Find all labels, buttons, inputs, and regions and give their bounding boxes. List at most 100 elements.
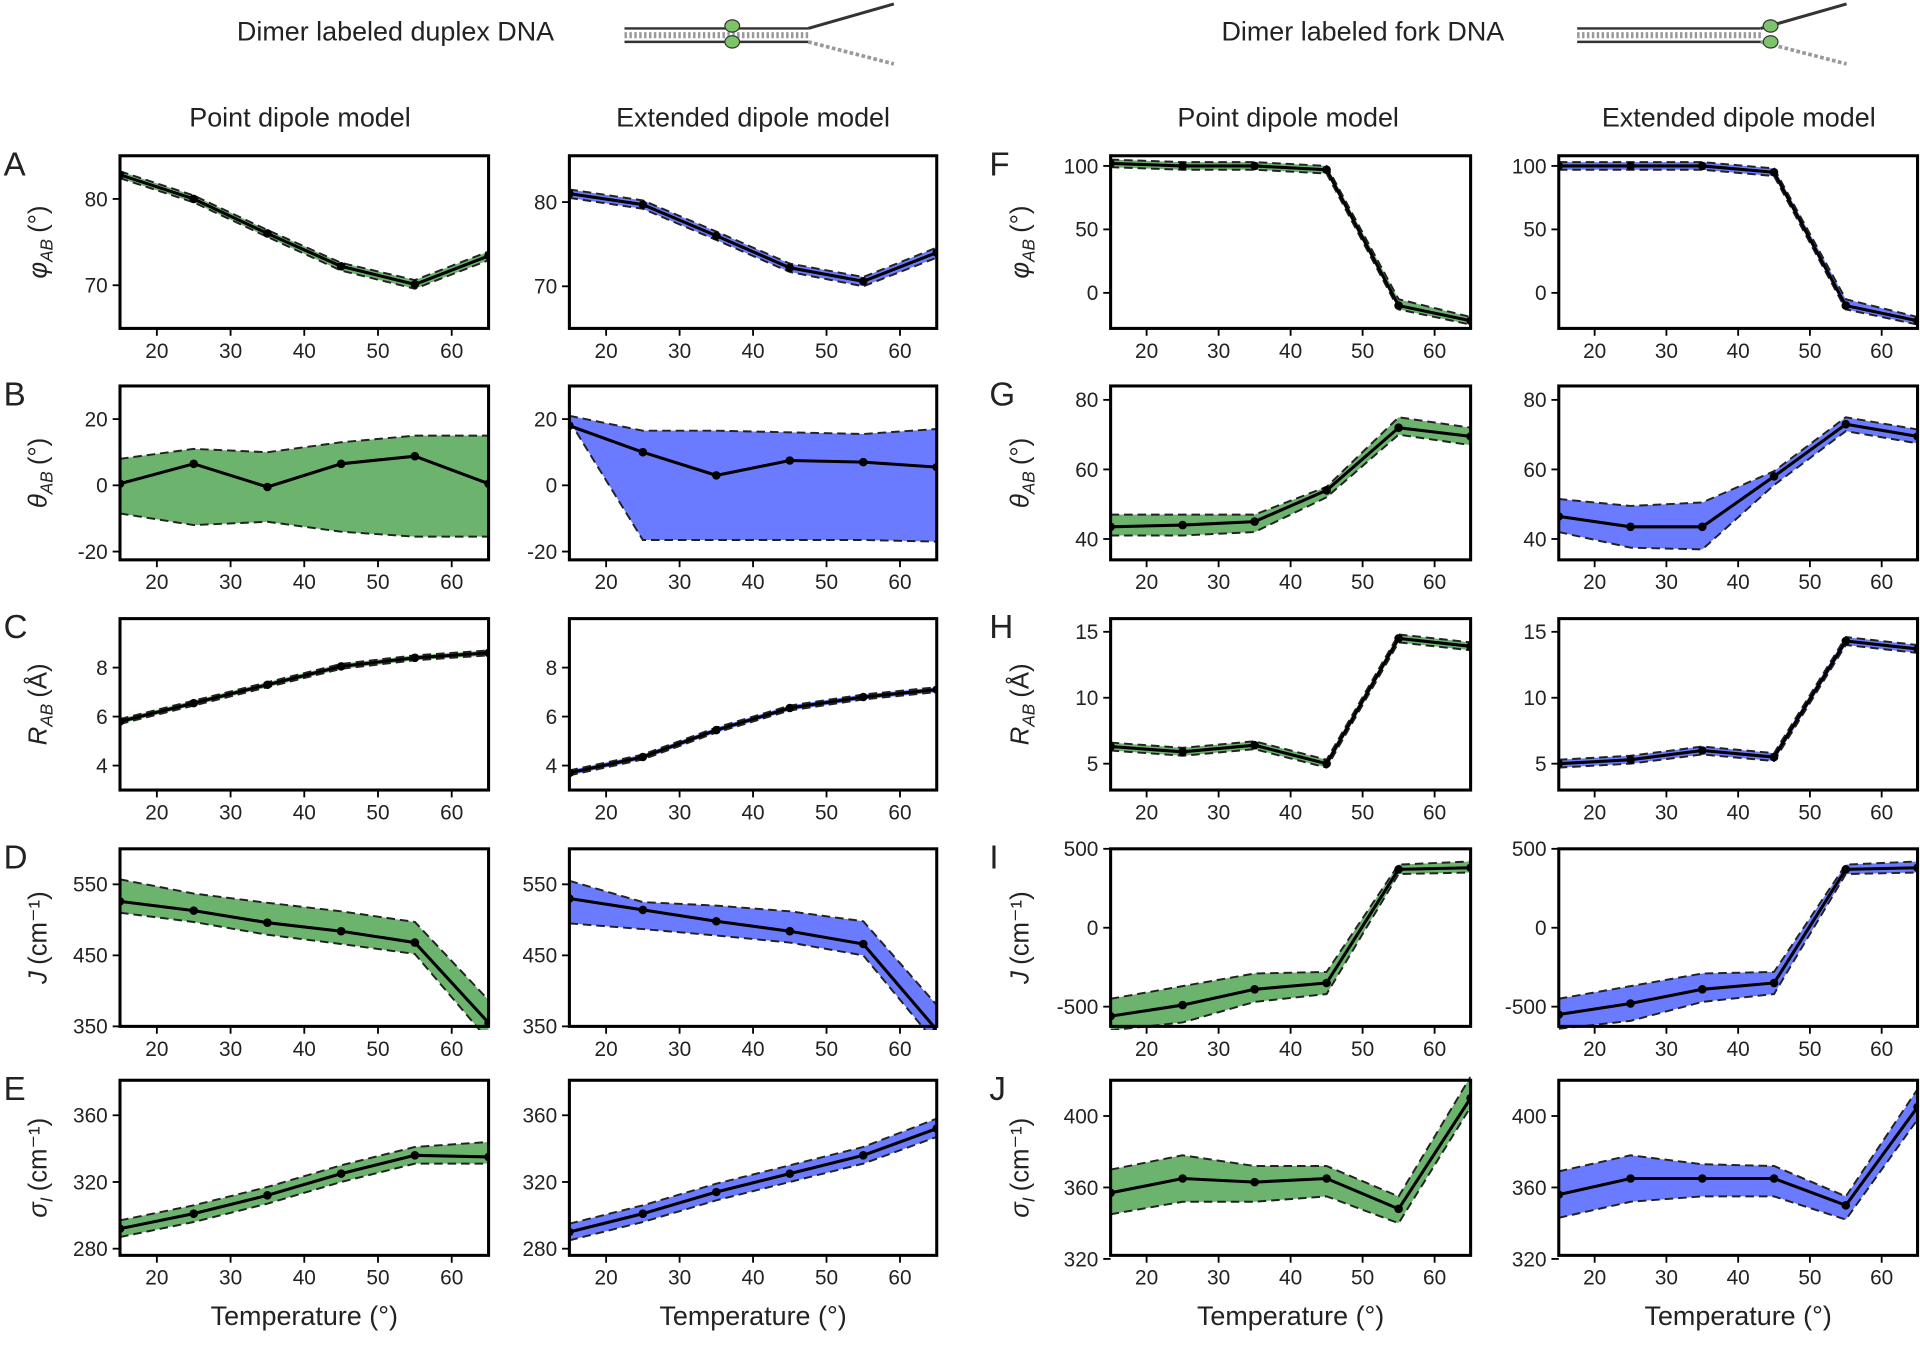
point bbox=[263, 1191, 272, 1200]
data-layer bbox=[1110, 633, 1471, 769]
band-edge bbox=[569, 691, 937, 777]
y-tick-label: 5 bbox=[1087, 753, 1099, 776]
duplex-icon bbox=[624, 2, 895, 66]
line bbox=[120, 651, 489, 723]
point bbox=[638, 905, 648, 915]
x-tick-label: 40 bbox=[1727, 340, 1750, 363]
panel: 20 30 40 50 60 320 360 400 Temperature (°) bbox=[1512, 1078, 1920, 1331]
band-edge bbox=[569, 686, 937, 772]
point bbox=[712, 471, 721, 480]
panel-letter: H bbox=[989, 609, 1013, 646]
band-edge bbox=[120, 512, 489, 538]
data-layer bbox=[1558, 161, 1918, 326]
x-tick-label: 60 bbox=[888, 340, 911, 363]
line bbox=[120, 1153, 489, 1231]
y-axis-label: σI (cm⁻¹) bbox=[25, 1118, 57, 1218]
point bbox=[1841, 301, 1851, 310]
point bbox=[189, 698, 198, 708]
point bbox=[410, 280, 420, 289]
point bbox=[336, 926, 346, 936]
point bbox=[410, 938, 420, 947]
x-tick-label: 60 bbox=[888, 1267, 911, 1290]
x-tick-label: 50 bbox=[366, 801, 389, 824]
y-tick-label: 50 bbox=[1523, 219, 1546, 242]
x-tick-label: 20 bbox=[1583, 340, 1606, 363]
x-tick-label: 20 bbox=[145, 801, 168, 824]
band-edge bbox=[569, 879, 937, 1006]
x-tick-label: 50 bbox=[366, 571, 389, 594]
y-tick-label: 60 bbox=[1075, 459, 1098, 482]
x-tick-label: 50 bbox=[1351, 571, 1374, 594]
band-edge bbox=[120, 434, 489, 460]
x-tick-label: 60 bbox=[1870, 340, 1893, 363]
y-tick-label: 360 bbox=[1064, 1177, 1099, 1200]
panel-letter: B bbox=[4, 377, 26, 414]
x-tick-label: 50 bbox=[1798, 340, 1821, 363]
x-tick-label: 20 bbox=[1135, 801, 1158, 824]
x-tick-label: 30 bbox=[1655, 571, 1678, 594]
point bbox=[638, 752, 648, 762]
point bbox=[1250, 517, 1259, 526]
y-label-subscript: AB bbox=[1019, 704, 1039, 728]
data-layer bbox=[120, 878, 489, 1031]
band-edge bbox=[569, 1117, 937, 1225]
data-layer bbox=[120, 434, 489, 538]
y-tick-label: 360 bbox=[522, 1105, 557, 1128]
plot-frame bbox=[567, 1078, 939, 1257]
y-label-unit: (cm⁻¹) bbox=[25, 891, 53, 965]
x-tick-label: 20 bbox=[1135, 1267, 1158, 1290]
y-tick-label: 360 bbox=[1512, 1177, 1547, 1200]
data-layer bbox=[1110, 416, 1471, 537]
band bbox=[569, 415, 937, 542]
plot-frame bbox=[567, 154, 939, 330]
y-label-unit: (Å) bbox=[23, 663, 53, 697]
band-edge bbox=[569, 196, 937, 288]
fork-icon bbox=[1577, 2, 1847, 66]
plot-frame bbox=[118, 154, 491, 330]
line bbox=[1558, 866, 1918, 1017]
point bbox=[1178, 520, 1187, 530]
data-layer bbox=[1110, 860, 1471, 1031]
y-tick-label: 320 bbox=[73, 1171, 108, 1194]
band-edge bbox=[1110, 1106, 1471, 1225]
point bbox=[1626, 999, 1635, 1008]
x-tick-label: 40 bbox=[1279, 571, 1302, 594]
point bbox=[1769, 978, 1779, 988]
y-tick-label: 350 bbox=[522, 1016, 557, 1039]
point bbox=[1769, 167, 1779, 177]
point bbox=[1322, 759, 1331, 768]
x-axis-label: Temperature (°) bbox=[659, 1301, 846, 1331]
y-label-subscript: I bbox=[1019, 1197, 1039, 1202]
point bbox=[1626, 522, 1635, 532]
band-edge bbox=[120, 170, 489, 282]
point bbox=[1394, 301, 1403, 310]
y-tick-label: 100 bbox=[1064, 155, 1099, 178]
y-tick-label: 280 bbox=[73, 1238, 108, 1261]
band-edge bbox=[1110, 871, 1471, 1031]
point bbox=[785, 1169, 795, 1178]
y-tick-label: 15 bbox=[1075, 621, 1098, 644]
x-tick-label: 60 bbox=[1870, 1038, 1893, 1061]
x-tick-label: 30 bbox=[668, 571, 691, 594]
point bbox=[1178, 161, 1187, 171]
panel: 20 30 40 50 60 350 450 550 D J (cm⁻¹) bbox=[4, 839, 491, 1061]
y-label-subscript: AB bbox=[37, 704, 57, 728]
x-tick-label: 40 bbox=[1727, 1267, 1750, 1290]
x-tick-label: 60 bbox=[1423, 801, 1446, 824]
point bbox=[638, 200, 648, 209]
point bbox=[712, 1187, 721, 1197]
point bbox=[1626, 161, 1635, 171]
y-label-symbol: φ bbox=[25, 262, 53, 279]
column-title: Point dipole model bbox=[189, 102, 411, 132]
x-tick-label: 60 bbox=[440, 571, 463, 594]
band bbox=[569, 880, 937, 1031]
y-tick-label: 0 bbox=[546, 475, 558, 498]
band bbox=[120, 1141, 489, 1238]
y-tick-label: 70 bbox=[534, 276, 557, 299]
point bbox=[189, 459, 198, 469]
point bbox=[1394, 1204, 1403, 1214]
point bbox=[263, 482, 272, 492]
y-tick-label: 0 bbox=[96, 475, 108, 498]
y-tick-label: 0 bbox=[1087, 917, 1099, 940]
x-tick-label: 30 bbox=[1207, 801, 1230, 824]
